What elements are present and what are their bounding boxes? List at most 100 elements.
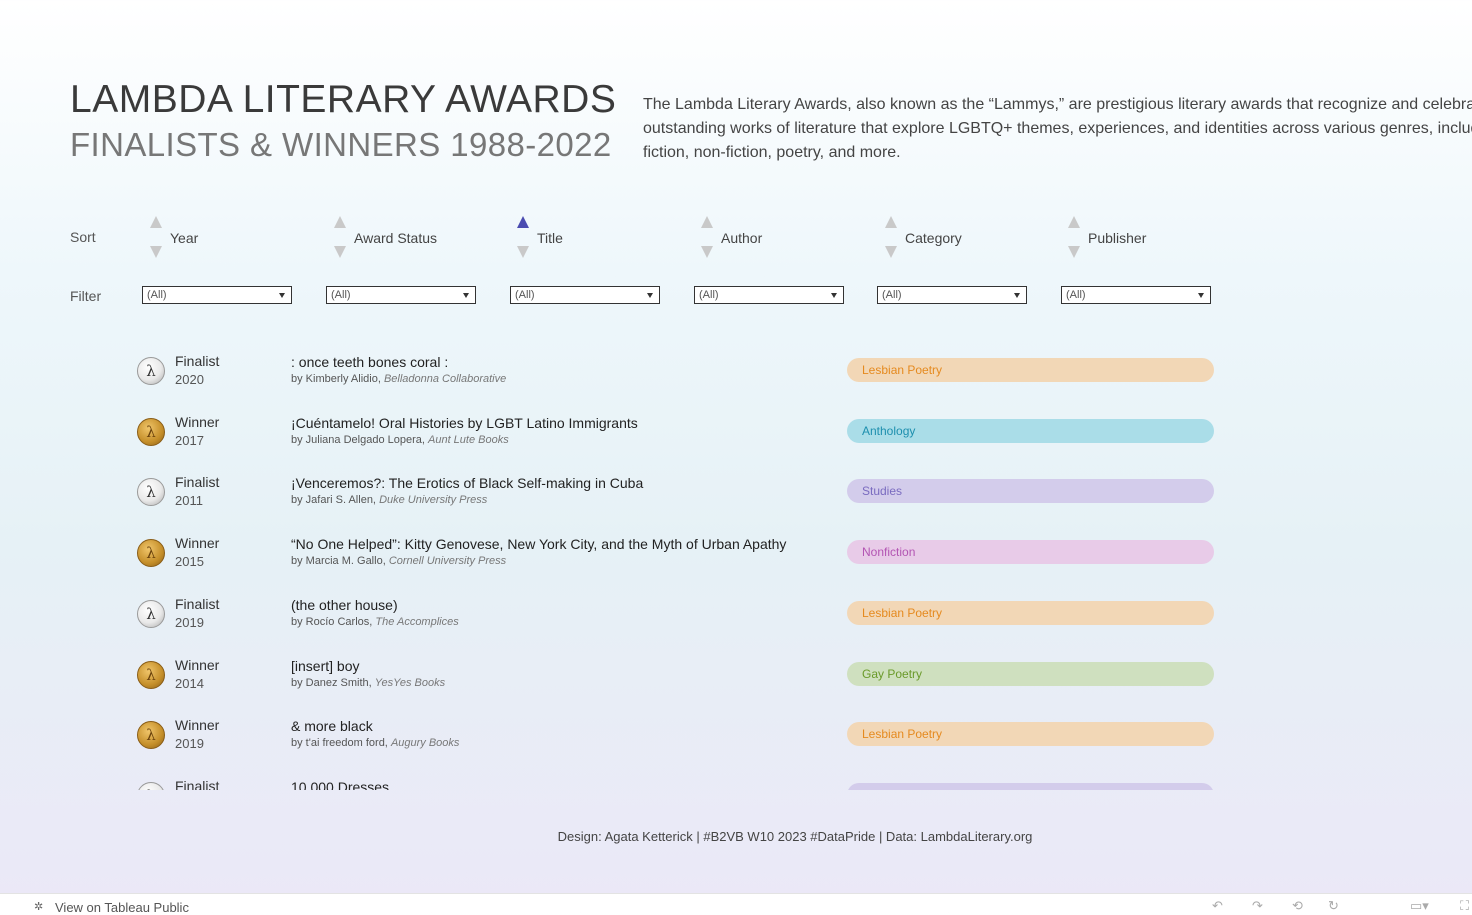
award-year: 2020 — [175, 372, 204, 387]
book-author: by Rocío Carlos, — [291, 615, 373, 628]
list-item[interactable]: λ Finalist 2020 : once teeth bones coral : b… — [0, 345, 1472, 405]
filter-value: (All) — [699, 289, 719, 301]
book-title[interactable]: “No One Helped”: Kitty Genovese, New Yor… — [291, 536, 787, 553]
filter-dropdown-category[interactable]: (All) — [877, 286, 1027, 304]
filter-dropdown-award-status[interactable]: (All) — [326, 286, 476, 304]
filter-value: (All) — [1066, 289, 1086, 301]
book-publisher: Augury Books — [390, 737, 460, 750]
sort-descending-icon[interactable] — [885, 246, 897, 258]
book-author: by Danez Smith, — [291, 676, 372, 689]
category-pill: Studies — [847, 479, 1214, 504]
book-byline: by Rocío Carlos, The Accomplices — [291, 616, 459, 628]
finalist-medal-icon: λ — [137, 781, 165, 790]
book-author: by Jafari S. Allen, — [291, 494, 376, 507]
book-byline: by Marcia M. Gallo, Cornell University P… — [291, 555, 506, 567]
book-author: by Kimberly Alidio, — [291, 373, 381, 385]
sort-ascending-icon[interactable] — [885, 216, 897, 228]
book-byline: by t'ai freedom ford, Augury Books — [291, 737, 459, 749]
book-byline: by Jafari S. Allen, Duke University Pres… — [291, 494, 487, 506]
book-title[interactable]: ¡Venceremos?: The Erotics of Black Self-… — [291, 475, 644, 492]
book-title[interactable]: & more black — [291, 718, 373, 735]
book-title[interactable]: 10,000 Dresses — [291, 778, 390, 790]
winner-medal-icon: λ — [137, 660, 165, 689]
chevron-down-icon — [463, 293, 469, 298]
description: The Lambda Literary Awards, also known a… — [643, 93, 1472, 173]
book-byline: by Juliana Delgado Lopera, Aunt Lute Boo… — [291, 434, 509, 446]
undo-icon[interactable]: ↶ — [1212, 898, 1223, 913]
sort-ascending-icon[interactable] — [1068, 216, 1080, 228]
sort-column-label: Category — [905, 230, 962, 246]
footer-toolbar: ✲ View on Tableau Public ↶ ↷ ⟲ ↻ ▭▾ ⛶ — [0, 893, 1472, 915]
list-item[interactable]: λ Finalist 2011 ¡Venceremos?: The Erotics o… — [0, 466, 1472, 526]
sort-ascending-icon[interactable] — [517, 216, 529, 228]
sort-label: Sort — [70, 229, 96, 245]
award-status: Winner — [175, 535, 220, 552]
category-pill: Lesbian Poetry — [847, 600, 1214, 625]
sort-descending-icon[interactable] — [150, 246, 162, 258]
sort-descending-icon[interactable] — [517, 246, 529, 258]
book-title[interactable]: (the other house) — [291, 596, 398, 613]
book-title[interactable]: ¡Cuéntamelo! Oral Histories by LGBT Lati… — [291, 414, 638, 431]
award-year: 2014 — [175, 675, 204, 691]
page-subtitle: FINALISTS & WINNERS 1988-2022 — [70, 126, 612, 163]
finalist-medal-icon: λ — [137, 357, 165, 385]
refresh-icon[interactable]: ↻ — [1328, 898, 1339, 913]
winner-medal-icon: λ — [137, 721, 165, 750]
chevron-down-icon — [1014, 293, 1020, 298]
book-byline: by Danez Smith, YesYes Books — [291, 677, 445, 689]
fullscreen-icon[interactable]: ⛶ — [1460, 898, 1470, 913]
page-title: LAMBDA LITERARY AWARDS — [70, 78, 617, 121]
book-list[interactable]: λ Finalist 2020 : once teeth bones coral : b… — [0, 345, 1472, 790]
category-pill: Anthology — [847, 418, 1214, 443]
book-title[interactable]: [insert] boy — [291, 657, 360, 674]
list-item[interactable]: λ Winner 2019 & more black by t'ai freedom f… — [0, 709, 1472, 769]
award-status: Finalist — [175, 353, 220, 369]
chevron-down-icon — [1198, 293, 1204, 298]
list-item[interactable]: λ Winner 2017 ¡Cuéntamelo! Oral Histories b… — [0, 406, 1472, 466]
sort-ascending-icon[interactable] — [701, 216, 713, 228]
winner-medal-icon: λ — [137, 417, 165, 446]
filter-value: (All) — [882, 289, 902, 301]
filter-dropdown-author[interactable]: (All) — [694, 286, 844, 304]
book-publisher: YesYes Books — [374, 676, 446, 689]
list-item[interactable]: λ Winner 2014 [insert] boy by Danez Smith, Y… — [0, 649, 1472, 709]
book-publisher: The Accomplices — [375, 615, 459, 628]
book-author: by Marcia M. Gallo, — [291, 555, 386, 568]
sort-ascending-icon[interactable] — [150, 216, 162, 228]
book-author: by t'ai freedom ford, — [291, 737, 388, 750]
book-publisher: Aunt Lute Books — [428, 433, 509, 446]
sort-descending-icon[interactable] — [701, 246, 713, 258]
chevron-down-icon — [647, 293, 653, 298]
book-byline: by Kimberly Alidio, Belladonna Collabora… — [291, 373, 506, 385]
award-status: Finalist — [175, 474, 220, 491]
sort-column-label: Title — [537, 230, 563, 246]
list-item[interactable]: λ Winner 2015 “No One Helped”: Kitty Genove… — [0, 527, 1472, 587]
book-publisher: Belladonna Collaborative — [383, 373, 507, 385]
book-publisher: Duke University Press — [379, 494, 488, 507]
category-pill: Nonfiction — [847, 540, 1214, 565]
category-pill: Gay Poetry — [847, 661, 1214, 686]
filter-value: (All) — [331, 289, 351, 301]
sort-descending-icon[interactable] — [1068, 246, 1080, 258]
sort-ascending-icon[interactable] — [334, 216, 346, 228]
sort-column-label: Author — [721, 230, 763, 246]
sort-column-label: Year — [170, 230, 199, 246]
filter-dropdown-year[interactable]: (All) — [142, 286, 292, 304]
revert-icon[interactable]: ⟲ — [1292, 898, 1303, 913]
description-text: The Lambda Literary Awards, also known a… — [643, 96, 1472, 161]
sort-descending-icon[interactable] — [334, 246, 346, 258]
redo-icon[interactable]: ↷ — [1252, 898, 1263, 913]
tableau-icon[interactable]: ✲ — [34, 901, 44, 913]
device-layout-icon[interactable]: ▭▾ — [1410, 898, 1429, 913]
finalist-medal-icon: λ — [137, 478, 165, 507]
list-item[interactable]: λ Finalist 2019 (the other house) by Rocío C… — [0, 588, 1472, 648]
book-title[interactable]: : once teeth bones coral : — [291, 354, 449, 370]
category-pill: Lesbian Poetry — [847, 358, 1214, 382]
filter-value: (All) — [515, 289, 535, 301]
filter-dropdown-publisher[interactable]: (All) — [1061, 286, 1211, 304]
award-status: Finalist — [175, 595, 220, 612]
credit-line: Design: Agata Ketterick | #B2VB W10 2023… — [557, 829, 1033, 844]
filter-dropdown-title[interactable]: (All) — [510, 286, 660, 304]
list-item[interactable]: λ Finalist 10,000 Dresses — [0, 770, 1472, 790]
award-year: 2011 — [175, 493, 203, 509]
